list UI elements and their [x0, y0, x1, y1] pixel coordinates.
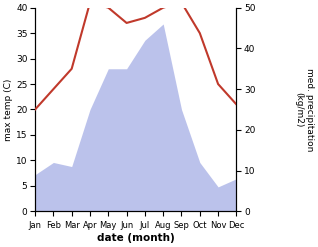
Y-axis label: med. precipitation
(kg/m2): med. precipitation (kg/m2)	[294, 68, 314, 151]
X-axis label: date (month): date (month)	[97, 233, 175, 243]
Y-axis label: max temp (C): max temp (C)	[4, 78, 13, 141]
